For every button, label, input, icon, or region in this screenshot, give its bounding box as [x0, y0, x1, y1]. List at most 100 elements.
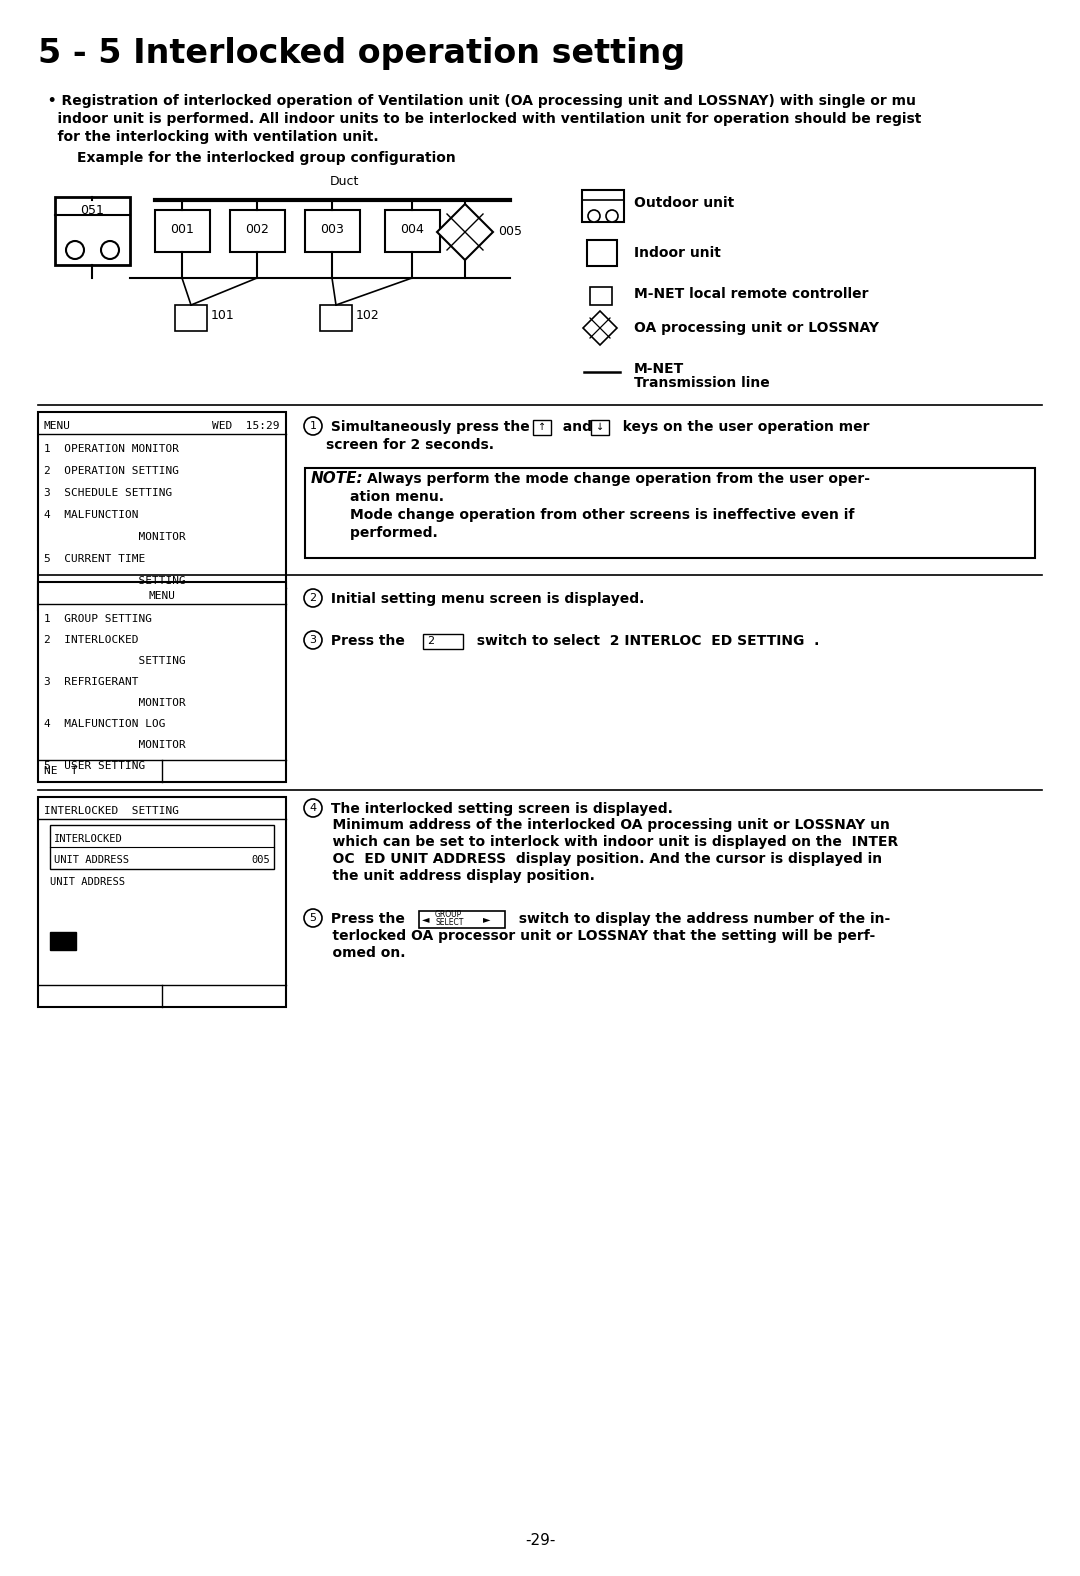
Text: 5  USER SETTING: 5 USER SETTING	[44, 761, 145, 771]
Polygon shape	[583, 310, 617, 345]
Text: M-NET local remote controller: M-NET local remote controller	[634, 287, 868, 301]
Text: 004: 004	[400, 222, 424, 236]
Text: for the interlocking with ventilation unit.: for the interlocking with ventilation un…	[38, 129, 379, 143]
Bar	[156, 210, 210, 252]
Text: 1  GROUP SETTING: 1 GROUP SETTING	[44, 615, 152, 624]
Text: M-NET: M-NET	[634, 362, 685, 377]
Text: 3  SCHEDULE SETTING: 3 SCHEDULE SETTING	[44, 489, 172, 498]
Text: 051: 051	[80, 203, 104, 217]
Text: Outdoor unit: Outdoor unit	[634, 195, 734, 210]
Text: Initial setting menu screen is displayed.: Initial setting menu screen is displayed…	[326, 593, 645, 607]
Bar	[38, 582, 286, 782]
Text: UNIT ADDRESS: UNIT ADDRESS	[54, 856, 129, 865]
Text: 2: 2	[310, 593, 316, 604]
Bar	[534, 419, 551, 435]
Text: switch to select  2 INTERLOC  ED SETTING  .: switch to select 2 INTERLOC ED SETTING .	[467, 634, 820, 648]
Text: GROUP: GROUP	[435, 909, 462, 919]
Text: 3: 3	[310, 635, 316, 645]
Bar	[588, 240, 617, 266]
Bar	[55, 197, 130, 265]
Text: performed.: performed.	[311, 526, 437, 541]
Text: NE  T: NE T	[44, 766, 78, 775]
Text: and: and	[553, 419, 592, 433]
Text: • Registration of interlocked operation of Ventilation unit (OA processing unit : • Registration of interlocked operation …	[38, 95, 916, 109]
Text: 005: 005	[498, 225, 522, 238]
Text: Example for the interlocked group configuration: Example for the interlocked group config…	[38, 151, 456, 165]
Text: which can be set to interlock with indoor unit is displayed on the  INTER: which can be set to interlock with indoo…	[313, 835, 899, 849]
Text: Mode change operation from other screens is ineffective even if: Mode change operation from other screens…	[311, 507, 854, 522]
Text: indoor unit is performed. All indoor units to be interlocked with ventilation un: indoor unit is performed. All indoor uni…	[38, 112, 921, 126]
Text: MONITOR: MONITOR	[44, 698, 186, 708]
Text: The interlocked setting screen is displayed.: The interlocked setting screen is displa…	[326, 802, 673, 816]
Bar	[590, 287, 612, 306]
Text: NOTE:: NOTE:	[311, 471, 364, 485]
Text: 2  INTERLOCKED: 2 INTERLOCKED	[44, 635, 138, 645]
Bar	[423, 634, 463, 649]
Text: ↓: ↓	[596, 422, 604, 432]
Text: 1: 1	[310, 421, 316, 430]
Circle shape	[303, 418, 322, 435]
Text: 1  OPERATION MONITOR: 1 OPERATION MONITOR	[44, 444, 179, 454]
Circle shape	[102, 241, 119, 258]
Text: 003: 003	[320, 222, 343, 236]
Text: SELECT: SELECT	[435, 917, 463, 927]
Bar	[38, 411, 286, 610]
Text: Always perform the mode change operation from the user oper-: Always perform the mode change operation…	[367, 471, 870, 485]
Text: 2: 2	[427, 637, 434, 646]
Bar	[320, 306, 352, 331]
Text: SETTING: SETTING	[44, 656, 186, 667]
Bar	[582, 191, 624, 222]
Text: MENU: MENU	[149, 591, 175, 600]
Text: Transmission line: Transmission line	[634, 377, 770, 389]
Text: INTERLOCKED  SETTING: INTERLOCKED SETTING	[44, 805, 179, 816]
Text: 4  MALFUNCTION LOG: 4 MALFUNCTION LOG	[44, 719, 165, 730]
Text: 005: 005	[252, 856, 270, 865]
Text: Duct: Duct	[330, 175, 360, 188]
Text: Press the: Press the	[326, 913, 405, 927]
Bar	[384, 210, 440, 252]
Bar	[591, 419, 609, 435]
Text: ↑: ↑	[538, 422, 546, 432]
Text: keys on the user operation mer: keys on the user operation mer	[613, 419, 869, 433]
Text: 101: 101	[211, 309, 234, 322]
Circle shape	[303, 630, 322, 649]
Text: SETTING: SETTING	[44, 575, 186, 586]
Text: terlocked OA processor unit or LOSSNAY that the setting will be perf-: terlocked OA processor unit or LOSSNAY t…	[313, 928, 875, 942]
Text: ation menu.: ation menu.	[311, 490, 444, 504]
Bar	[230, 210, 285, 252]
Circle shape	[303, 909, 322, 927]
Text: omed on.: omed on.	[313, 946, 405, 960]
Text: INTERLOCKED: INTERLOCKED	[54, 834, 123, 845]
Circle shape	[303, 799, 322, 816]
Text: UNIT ADDRESS: UNIT ADDRESS	[50, 876, 125, 887]
Bar	[175, 306, 207, 331]
Text: MENU: MENU	[44, 421, 71, 430]
Text: Indoor unit: Indoor unit	[634, 246, 720, 260]
Text: WED  15:29: WED 15:29	[213, 421, 280, 430]
Text: ◄: ◄	[422, 914, 430, 924]
Text: 4  MALFUNCTION: 4 MALFUNCTION	[44, 511, 138, 520]
Text: 4: 4	[310, 804, 316, 813]
Circle shape	[606, 210, 618, 222]
Text: the unit address display position.: the unit address display position.	[313, 868, 595, 883]
Text: MONITOR: MONITOR	[44, 741, 186, 750]
Circle shape	[303, 589, 322, 607]
Text: 5 - 5 Interlocked operation setting: 5 - 5 Interlocked operation setting	[38, 36, 685, 69]
Text: Press the: Press the	[326, 634, 405, 648]
Text: 001: 001	[170, 222, 194, 236]
Bar	[305, 468, 1035, 558]
Text: 3  REFRIGERANT: 3 REFRIGERANT	[44, 678, 138, 687]
Bar	[38, 797, 286, 1007]
Text: MONITOR: MONITOR	[44, 533, 186, 542]
Bar	[50, 824, 274, 868]
Text: Simultaneously press the: Simultaneously press the	[326, 419, 530, 433]
Text: Minimum address of the interlocked OA processing unit or LOSSNAY un: Minimum address of the interlocked OA pr…	[313, 818, 890, 832]
Bar	[419, 911, 505, 928]
Text: -29-: -29-	[525, 1533, 555, 1548]
Text: 2  OPERATION SETTING: 2 OPERATION SETTING	[44, 466, 179, 476]
Text: 5: 5	[310, 913, 316, 924]
Text: ►: ►	[483, 914, 490, 924]
Text: 002: 002	[245, 222, 269, 236]
Text: OC  ED UNIT ADDRESS  display position. And the cursor is displayed in: OC ED UNIT ADDRESS display position. And…	[313, 853, 882, 865]
Circle shape	[588, 210, 600, 222]
